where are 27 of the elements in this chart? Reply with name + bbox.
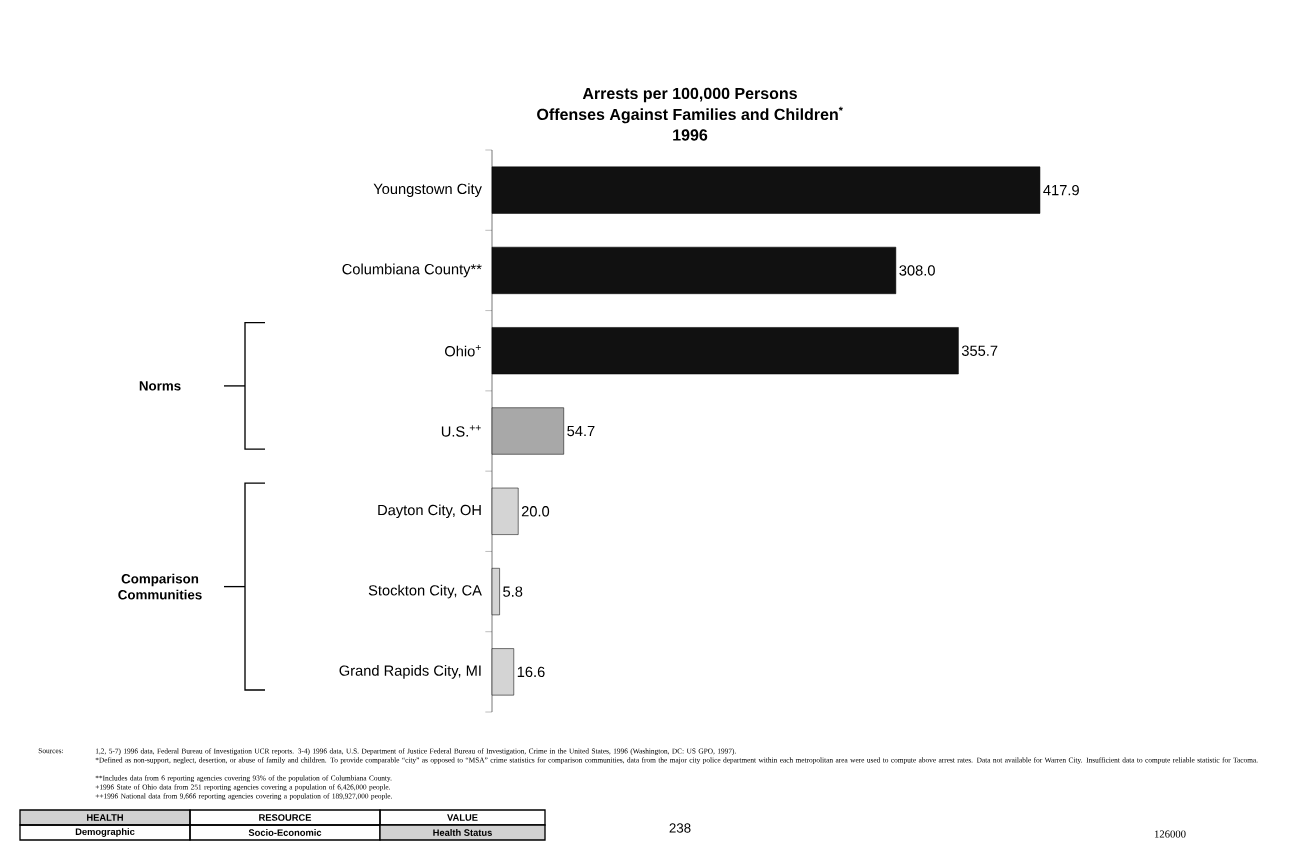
data-label: 20.0 <box>521 506 550 517</box>
text: Health Status <box>433 829 492 836</box>
text: Socio-Economic <box>248 829 322 836</box>
chart-title: Arrests per 100,000 Persons <box>582 87 797 103</box>
text: RESOURCE <box>259 814 312 821</box>
text: 126000 <box>1154 830 1186 838</box>
chart-subtitle: Offenses Against Families and Children$^{*}$ <box>537 106 843 124</box>
text: 1996 <box>673 129 708 141</box>
y-tick-label: Stockton City, CA <box>368 584 482 599</box>
data-label: 417.9 <box>1043 184 1079 196</box>
text: 238 <box>669 823 691 833</box>
text: Comparison Communities <box>118 573 202 600</box>
y-tick-label: Grand Rapids City, MI <box>339 665 481 679</box>
data-label: 54.7 <box>567 425 595 437</box>
data-label: 5.8 <box>503 586 523 597</box>
y-tick-label: U.S.$^{++}$ <box>441 425 481 437</box>
text: Demographic <box>75 828 135 837</box>
y-tick-label: Youngstown City <box>373 183 482 197</box>
text: Norms <box>139 381 181 391</box>
y-tick-label: Columbiana County** <box>342 263 482 278</box>
y-tick-label: Ohio$^{+}$ <box>445 345 481 357</box>
data-label: 16.6 <box>517 666 545 678</box>
data-label: 355.7 <box>961 345 998 356</box>
y-tick-label: Dayton City, OH <box>378 504 481 519</box>
data-label: 308.0 <box>899 265 935 276</box>
text: HEALTH <box>87 814 123 821</box>
text: VALUE <box>447 814 478 821</box>
